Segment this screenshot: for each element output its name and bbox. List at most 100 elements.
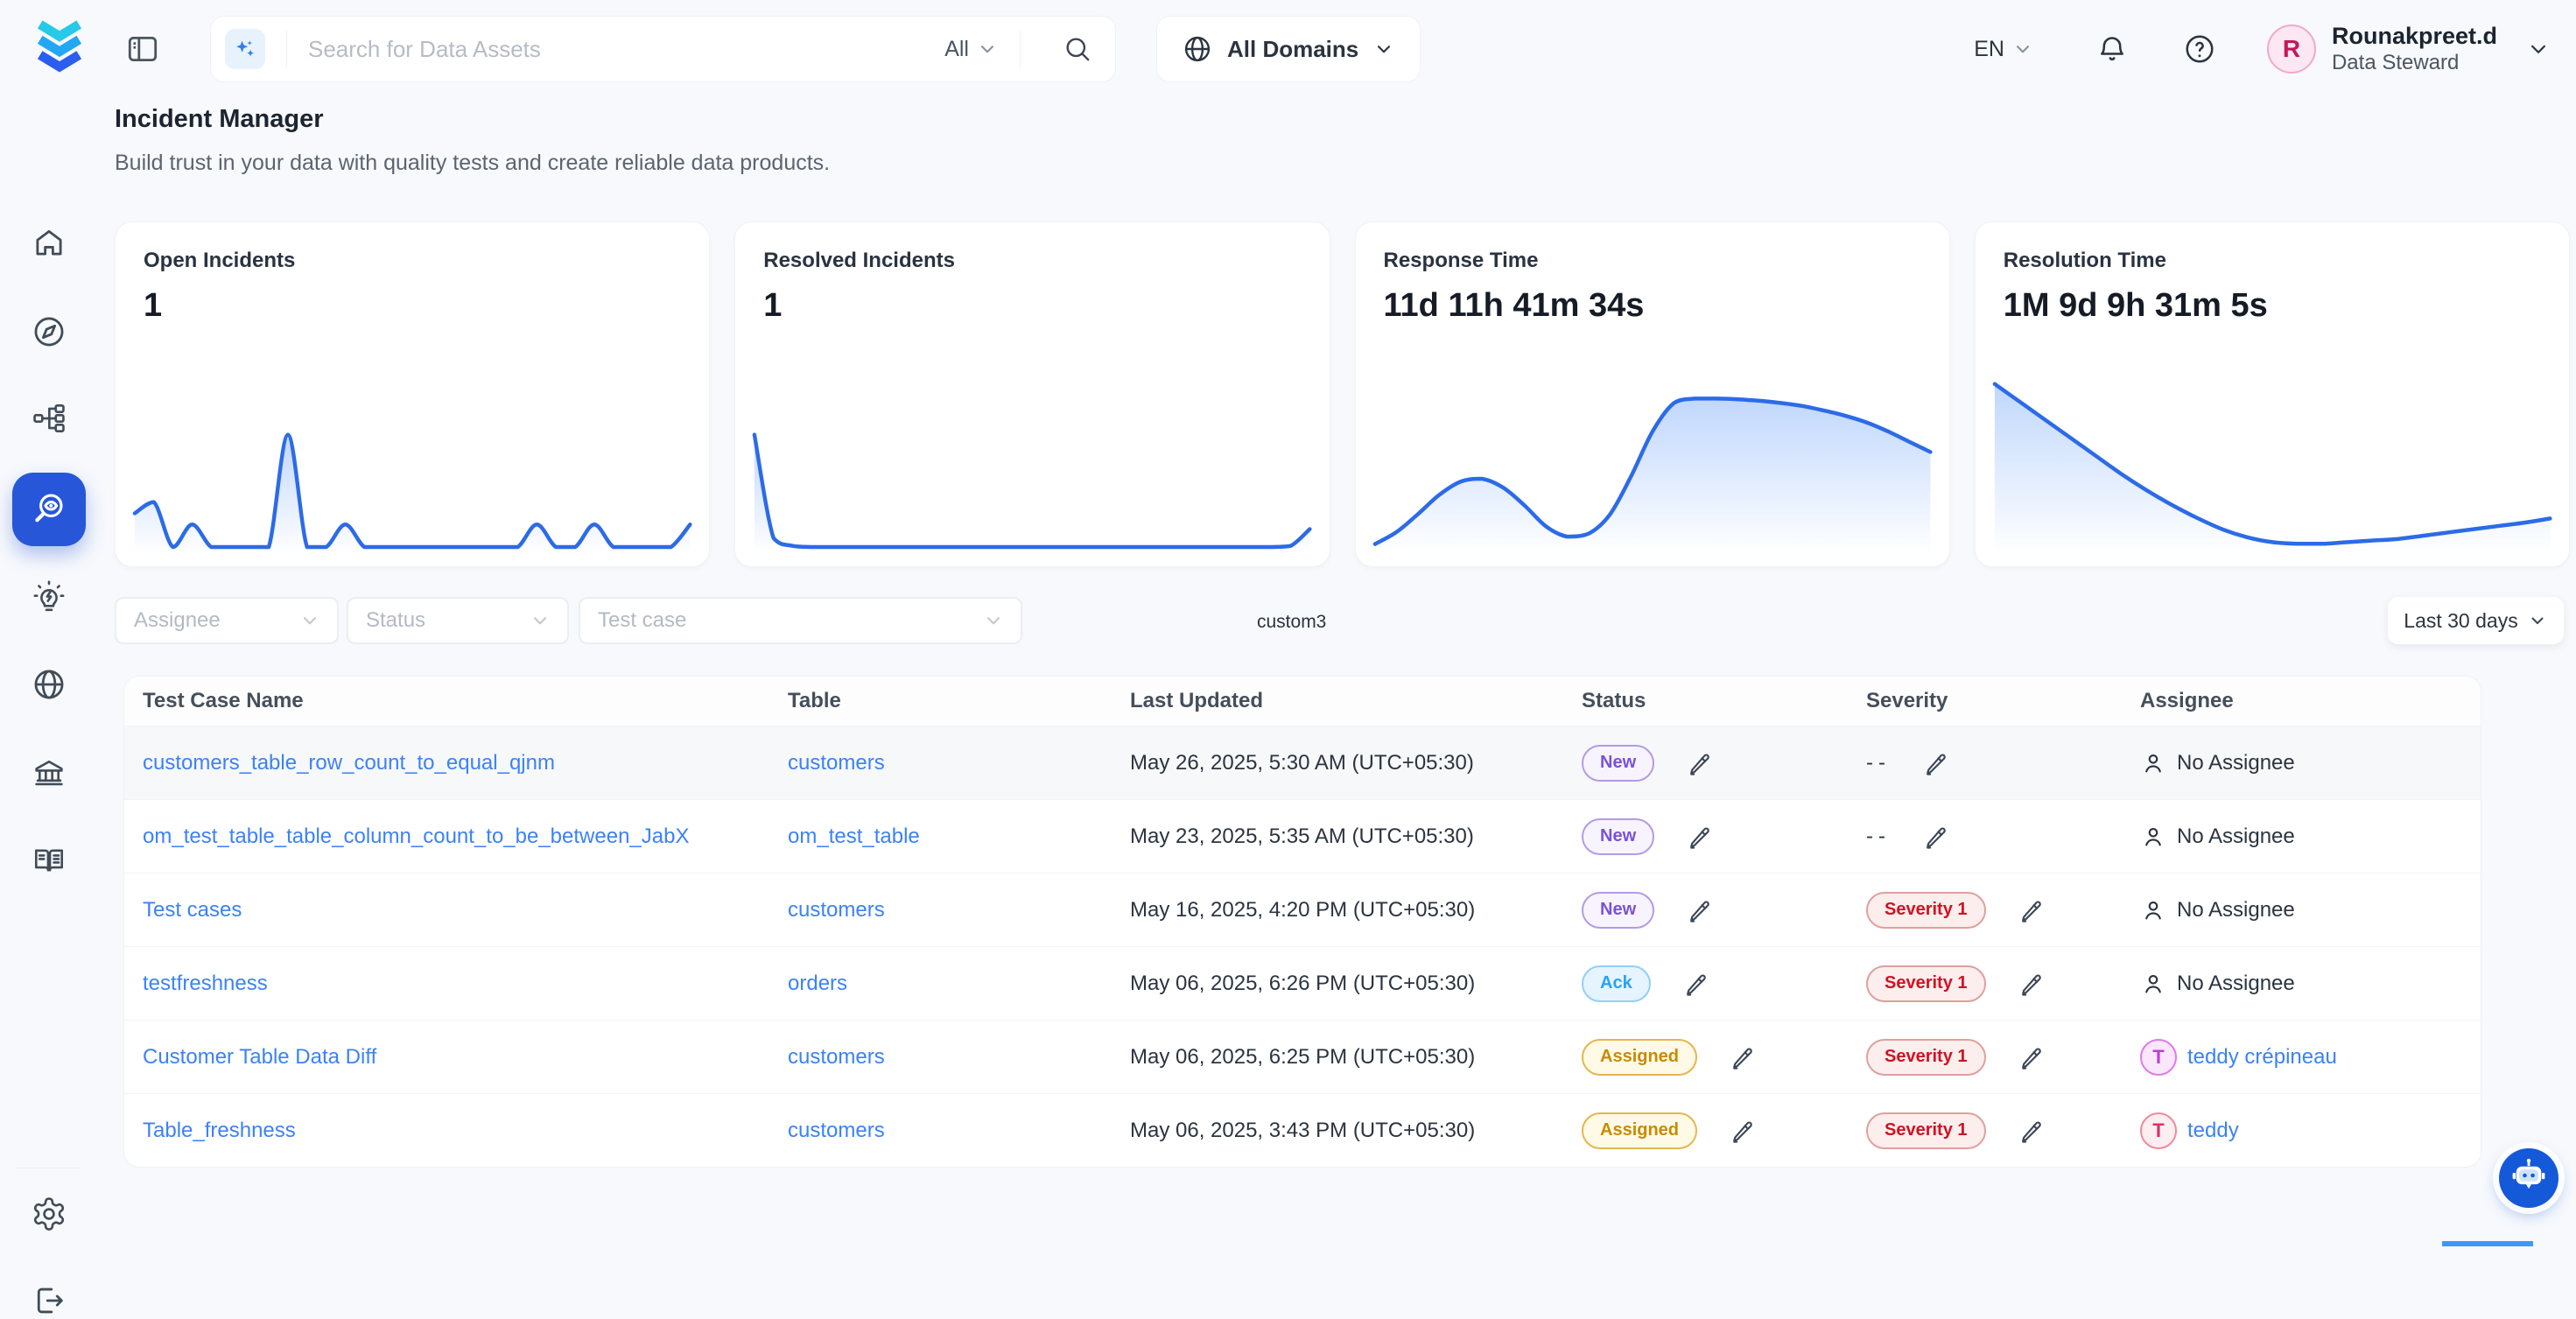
sidebar-item-logout-icon[interactable]	[31, 1282, 67, 1319]
sidebar-item-lineage-icon[interactable]	[31, 400, 67, 437]
user-menu[interactable]: R Rounakpreet.d Data Steward	[2266, 22, 2551, 76]
edit-severity-icon[interactable]	[1922, 749, 1950, 777]
status-badge: New	[1582, 817, 1655, 855]
edit-severity-icon[interactable]	[1922, 823, 1950, 851]
sidebar-item-insights-icon[interactable]	[31, 579, 67, 616]
sidebar-toggle-icon[interactable]	[124, 31, 161, 67]
globe-icon	[1184, 36, 1211, 62]
assignee-avatar: T	[2140, 1112, 2177, 1149]
language-dropdown[interactable]: EN	[1974, 37, 2034, 62]
card-title: Response Time	[1383, 249, 1539, 272]
table-link[interactable]: customers	[788, 750, 885, 775]
notifications-bell-icon[interactable]	[2095, 32, 2129, 66]
assignee-avatar: T	[2140, 1038, 2177, 1076]
robot-icon	[2512, 1158, 2545, 1189]
global-search-bar[interactable]: Search for Data Assets All	[210, 16, 1116, 82]
card-title: Resolution Time	[2003, 249, 2166, 272]
sidebar-item-domains-icon[interactable]	[31, 666, 67, 703]
search-input[interactable]: Search for Data Assets	[308, 35, 541, 62]
card-open-incidents: Open Incidents 1	[115, 221, 711, 567]
incidents-table: Test Case Name Table Last Updated Status…	[123, 676, 2481, 1168]
test-case-filter[interactable]: Test case	[579, 597, 1022, 644]
test-case-link[interactable]: Test cases	[143, 897, 242, 922]
search-scope-dropdown[interactable]: All	[944, 37, 999, 62]
card-value: 1M 9d 9h 31m 5s	[2003, 287, 2268, 324]
edit-status-icon[interactable]	[1682, 970, 1710, 998]
last-updated-text: May 06, 2025, 6:25 PM (UTC+05:30)	[1130, 1044, 1476, 1069]
severity-empty: --	[1866, 750, 1891, 775]
sidebar-item-govern-icon[interactable]	[31, 754, 67, 791]
table-link[interactable]: orders	[788, 971, 848, 995]
assignee-link[interactable]: teddy	[2187, 1118, 2239, 1142]
time-range-label: Last 30 days	[2404, 608, 2518, 632]
assignee-label: No Assignee	[2177, 824, 2295, 848]
test-case-link[interactable]: customers_table_row_count_to_equal_qjnm	[143, 750, 555, 775]
card-resolution-time: Resolution Time 1M 9d 9h 31m 5s	[1974, 221, 2570, 567]
assignee-link[interactable]: teddy crépineau	[2187, 1044, 2337, 1069]
left-sidebar	[0, 98, 97, 1314]
table-link[interactable]: om_test_table	[788, 824, 920, 848]
test-case-link[interactable]: testfreshness	[143, 971, 268, 995]
search-divider	[1020, 31, 1021, 67]
assignee-filter[interactable]: Assignee	[115, 597, 339, 644]
help-icon[interactable]	[2183, 32, 2216, 66]
app-logo-icon[interactable]	[33, 17, 86, 81]
person-icon	[2145, 901, 2161, 919]
resolved-incidents-sparkline	[749, 372, 1315, 556]
edit-status-icon[interactable]	[1686, 896, 1714, 924]
sidebar-item-home-icon[interactable]	[31, 224, 67, 261]
edit-severity-icon[interactable]	[2018, 896, 2046, 924]
sidebar-item-glossary-icon[interactable]	[31, 842, 67, 879]
open-incidents-sparkline	[130, 372, 695, 556]
edit-status-icon[interactable]	[1686, 749, 1714, 777]
card-resolved-incidents: Resolved Incidents 1	[734, 221, 1330, 567]
ai-sparkle-icon[interactable]	[225, 29, 265, 69]
sidebar-item-observability-active[interactable]	[11, 473, 86, 546]
edit-status-icon[interactable]	[1729, 1043, 1757, 1071]
table-link[interactable]: customers	[788, 1118, 885, 1142]
status-badge: Assigned	[1582, 1112, 1698, 1149]
edit-status-icon[interactable]	[1729, 1117, 1757, 1145]
edit-status-icon[interactable]	[1686, 823, 1714, 851]
page-subtitle: Build trust in your data with quality te…	[115, 151, 831, 175]
search-divider	[286, 31, 287, 67]
status-filter[interactable]: Status	[347, 597, 569, 644]
test-case-filter-placeholder: Test case	[598, 608, 687, 632]
sidebar-item-explore-icon[interactable]	[31, 313, 67, 350]
status-badge: Ack	[1582, 965, 1651, 1002]
domains-dropdown[interactable]: All Domains	[1156, 16, 1421, 82]
card-value: 11d 11h 41m 34s	[1383, 287, 1645, 324]
assignee-label: No Assignee	[2177, 897, 2295, 922]
time-range-dropdown[interactable]: Last 30 days	[2388, 597, 2564, 644]
test-case-link[interactable]: om_test_table_table_column_count_to_be_b…	[143, 824, 690, 848]
col-table: Table	[788, 689, 841, 712]
table-link[interactable]: customers	[788, 1044, 885, 1069]
assignee-label: No Assignee	[2177, 750, 2295, 775]
table-row: Table_freshness customers May 06, 2025, …	[124, 1093, 2481, 1167]
domains-label: All Domains	[1227, 35, 1359, 62]
test-case-link[interactable]: Customer Table Data Diff	[143, 1044, 377, 1069]
edit-severity-icon[interactable]	[2018, 1117, 2046, 1145]
edit-severity-icon[interactable]	[2018, 970, 2046, 998]
table-row: customers_table_row_count_to_equal_qjnm …	[124, 726, 2481, 799]
severity-badge: Severity 1	[1866, 1112, 1986, 1149]
table-link[interactable]: customers	[788, 897, 885, 922]
person-icon	[2145, 974, 2161, 993]
card-title: Open Incidents	[144, 249, 296, 272]
edit-severity-icon[interactable]	[2018, 1043, 2046, 1071]
col-severity: Severity	[1866, 689, 1948, 712]
user-name: Rounakpreet.d	[2331, 23, 2497, 49]
card-value: 1	[763, 287, 783, 324]
last-updated-text: May 06, 2025, 3:43 PM (UTC+05:30)	[1130, 1118, 1476, 1142]
search-icon[interactable]	[1063, 34, 1092, 64]
chat-bot-button[interactable]	[2499, 1148, 2558, 1208]
last-updated-text: May 26, 2025, 5:30 AM (UTC+05:30)	[1130, 750, 1474, 775]
search-scope-label: All	[944, 36, 969, 61]
response-time-sparkline	[1370, 372, 1935, 556]
severity-badge: Severity 1	[1866, 1038, 1986, 1076]
table-row: om_test_table_table_column_count_to_be_b…	[124, 799, 2481, 873]
sidebar-item-settings-icon[interactable]	[31, 1196, 67, 1232]
bottom-scrollbar[interactable]	[2442, 1241, 2533, 1246]
test-case-link[interactable]: Table_freshness	[143, 1118, 296, 1142]
last-updated-text: May 23, 2025, 5:35 AM (UTC+05:30)	[1130, 824, 1474, 848]
